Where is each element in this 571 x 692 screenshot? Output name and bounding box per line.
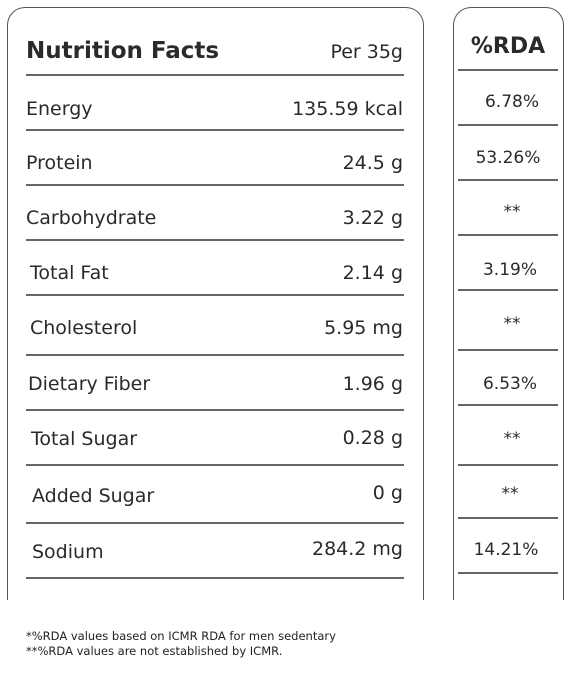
footnote-rda-not-established: **%RDA values are not established by ICM…: [26, 644, 283, 658]
rda-card: [453, 7, 564, 600]
divider: [26, 409, 404, 411]
rda-divider: [458, 289, 558, 291]
rda-total-sugar: **: [503, 429, 521, 449]
footnote-rda-basis: *%RDA values based on ICMR RDA for men s…: [26, 629, 336, 643]
row-value-total-sugar: 0.28 g: [342, 427, 403, 449]
rda-cholesterol: **: [503, 314, 521, 334]
rda-divider: [458, 124, 558, 126]
divider: [26, 522, 404, 524]
rda-divider: [458, 234, 558, 236]
divider: [26, 354, 404, 356]
divider: [26, 577, 404, 579]
serving-size: Per 35g: [330, 41, 403, 63]
divider: [26, 294, 404, 296]
rda-divider: [458, 179, 558, 181]
row-value-protein: 24.5 g: [342, 152, 403, 174]
row-value-sodium: 284.2 mg: [311, 538, 403, 560]
row-label-cholesterol: Cholesterol: [30, 317, 138, 339]
row-value-added-sugar: 0 g: [372, 482, 403, 504]
row-value-cholesterol: 5.95 mg: [324, 317, 403, 339]
divider: [26, 239, 404, 241]
rda-divider: [458, 572, 558, 574]
rda-total-fat: 3.19%: [482, 260, 537, 280]
row-label-dietary-fiber: Dietary Fiber: [28, 373, 151, 395]
row-label-total-sugar: Total Sugar: [31, 428, 138, 450]
row-label-total-fat: Total Fat: [30, 262, 109, 284]
rda-added-sugar: **: [501, 484, 519, 504]
rda-protein: 53.26%: [475, 148, 541, 168]
divider: [26, 129, 404, 131]
divider: [26, 74, 404, 76]
row-value-total-fat: 2.14 g: [342, 262, 403, 284]
row-label-carbohydrate: Carbohydrate: [26, 207, 157, 229]
row-label-added-sugar: Added Sugar: [32, 485, 155, 507]
rda-header: %RDA: [470, 34, 546, 59]
row-value-carbohydrate: 3.22 g: [342, 207, 403, 229]
nutrition-facts-card: [7, 7, 424, 600]
row-label-protein: Protein: [26, 152, 93, 174]
rda-dietary-fiber: 6.53%: [482, 374, 537, 394]
row-label-energy: Energy: [26, 98, 93, 120]
rda-divider: [458, 517, 558, 519]
rda-divider: [458, 404, 558, 406]
nutrition-title: Nutrition Facts: [26, 38, 220, 64]
rda-divider: [458, 464, 558, 466]
rda-divider: [458, 69, 558, 71]
rda-energy: 6.78%: [484, 92, 539, 112]
rda-sodium: 14.21%: [473, 540, 539, 560]
rda-carbohydrate: **: [503, 202, 521, 222]
divider: [26, 464, 404, 466]
row-label-sodium: Sodium: [32, 541, 104, 563]
divider: [26, 184, 404, 186]
row-value-energy: 135.59 kcal: [292, 98, 403, 120]
rda-divider: [458, 349, 558, 351]
row-value-dietary-fiber: 1.96 g: [342, 373, 403, 395]
